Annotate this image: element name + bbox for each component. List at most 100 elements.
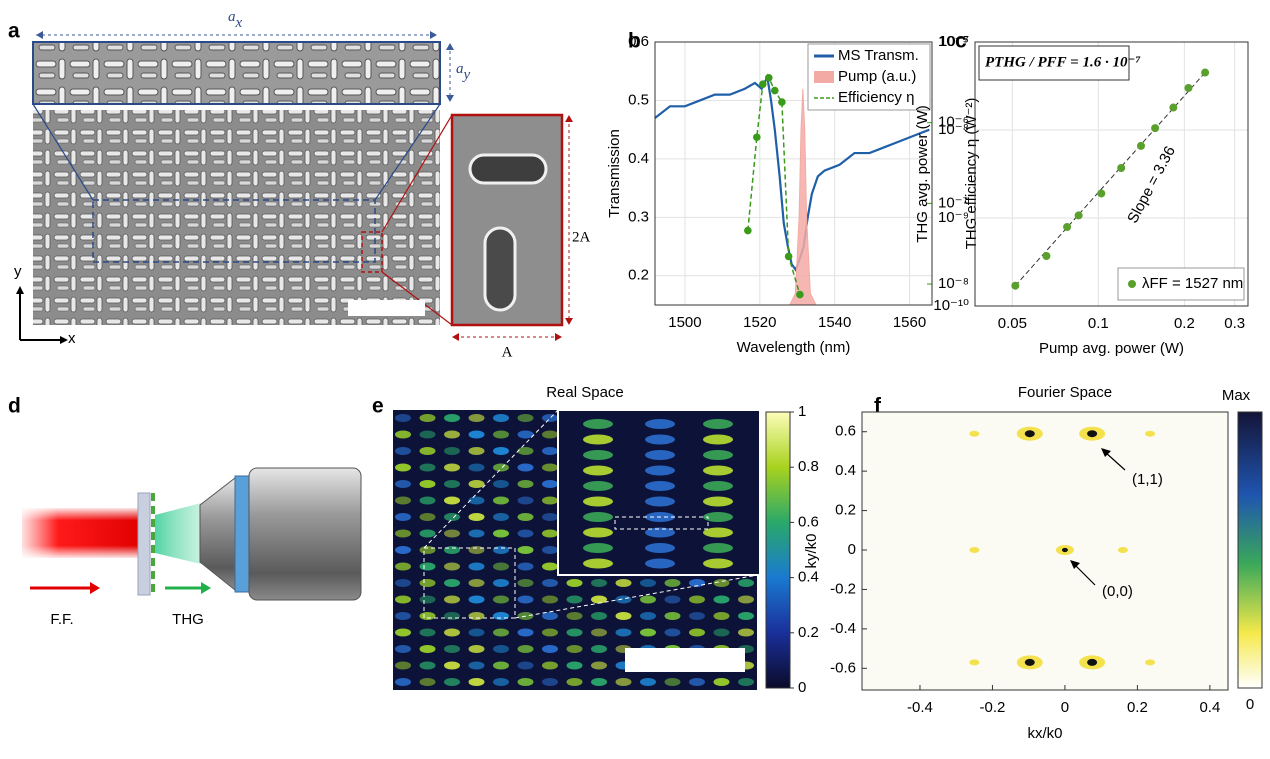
intensity-spot bbox=[591, 595, 607, 604]
intensity-spot bbox=[395, 414, 411, 422]
intensity-spot bbox=[419, 612, 436, 620]
intensity-spot bbox=[542, 579, 558, 587]
intensity-spot bbox=[395, 529, 411, 538]
intensity-spot bbox=[517, 480, 534, 488]
intensity-spot bbox=[468, 595, 485, 604]
intensity-spot bbox=[493, 414, 509, 422]
intensity-spot bbox=[444, 529, 460, 538]
arrowheads bbox=[446, 43, 454, 102]
intensity-spot bbox=[419, 529, 436, 538]
intensity-spot bbox=[395, 513, 411, 521]
inset-spot bbox=[703, 512, 733, 522]
intensity-spot bbox=[444, 661, 460, 670]
intensity-spot bbox=[517, 678, 534, 686]
intensity-spot bbox=[468, 546, 485, 554]
inset-spot bbox=[583, 434, 613, 445]
y-axis-label: ky/k0 bbox=[803, 533, 820, 568]
intensity-spot bbox=[493, 595, 509, 604]
y-tick-label: 0.5 bbox=[628, 91, 649, 108]
intensity-spot bbox=[591, 579, 607, 587]
intensity-spot bbox=[542, 562, 558, 571]
intensity-spot bbox=[395, 430, 411, 439]
intensity-spot bbox=[517, 562, 534, 571]
intensity-spot bbox=[566, 645, 583, 653]
efficiency-point bbox=[770, 86, 779, 95]
intensity-spot bbox=[395, 661, 411, 670]
intensity-spot bbox=[444, 595, 460, 604]
arrowhead bbox=[1101, 448, 1111, 457]
slope-label: Slope = 3.36 bbox=[1124, 143, 1179, 226]
panel-label: b bbox=[628, 30, 641, 53]
legend-box bbox=[1117, 267, 1245, 301]
efficiency-line bbox=[747, 76, 801, 295]
inset-spot bbox=[583, 481, 613, 491]
y-tick-label: 10⁻⁹ bbox=[938, 209, 969, 226]
inset-spot bbox=[703, 496, 733, 507]
intensity-spot bbox=[591, 645, 607, 653]
legend-swatch bbox=[814, 71, 834, 83]
intensity-spot bbox=[468, 447, 485, 455]
intensity-spot bbox=[517, 414, 534, 422]
intensity-spot bbox=[640, 678, 656, 686]
peak-halo bbox=[969, 430, 980, 437]
zoom-line bbox=[374, 103, 441, 201]
y-tick-label: 0.2 bbox=[628, 267, 649, 284]
intensity-spot bbox=[395, 612, 411, 620]
intensity-spot bbox=[468, 579, 485, 587]
colorbar-tick-label: 0.4 bbox=[798, 569, 819, 586]
annotation-arrow bbox=[1104, 451, 1126, 471]
intensity-spot bbox=[615, 612, 632, 620]
axis-x-label: x bbox=[68, 330, 76, 347]
zoom-line bbox=[381, 271, 453, 326]
intensity-spot bbox=[517, 645, 534, 653]
peak-halo bbox=[969, 547, 980, 554]
intensity-spot bbox=[493, 612, 509, 620]
power-point bbox=[1136, 141, 1145, 150]
efficiency-point bbox=[778, 98, 786, 106]
intensity-spot bbox=[664, 579, 681, 587]
intensity-spot bbox=[468, 480, 485, 488]
intensity-spot bbox=[493, 430, 509, 439]
peak-halo bbox=[1145, 659, 1156, 666]
intensity-spot bbox=[738, 612, 754, 620]
intensity-spot bbox=[664, 678, 681, 686]
inset-spot bbox=[583, 558, 613, 569]
intensity-spot bbox=[395, 678, 411, 686]
panel-label: e bbox=[372, 395, 384, 418]
objective-body bbox=[248, 467, 362, 601]
map-title: Fourier Space bbox=[1018, 384, 1112, 401]
intensity-spot bbox=[468, 496, 485, 505]
inset-spot bbox=[703, 543, 733, 553]
intensity-spot bbox=[542, 595, 558, 604]
intensity-spot bbox=[419, 661, 436, 670]
x-tick-label: 1520 bbox=[743, 314, 776, 331]
scale-bar bbox=[625, 648, 745, 672]
intensity-spot bbox=[591, 628, 607, 637]
y2-tick-label: 10⁻⁷ bbox=[938, 194, 968, 211]
intensity-spot bbox=[419, 496, 436, 505]
intensity-spot bbox=[493, 480, 509, 488]
rod bbox=[483, 226, 517, 312]
y-axis-label: Transmission bbox=[606, 129, 623, 218]
colorbar-min: 0 bbox=[1246, 696, 1254, 713]
efficiency-point bbox=[753, 133, 761, 142]
peak-halo bbox=[1117, 547, 1128, 554]
zoom-line bbox=[514, 574, 759, 619]
x-tick-label: 0.3 bbox=[1224, 315, 1245, 332]
intensity-spot bbox=[468, 645, 485, 653]
intensity-spot bbox=[419, 579, 436, 587]
intensity-spot bbox=[493, 628, 509, 637]
intensity-spot bbox=[689, 595, 705, 604]
peak-core bbox=[1061, 547, 1068, 553]
intensity-spot bbox=[444, 678, 460, 686]
intensity-spot bbox=[566, 595, 583, 604]
inset-spot bbox=[645, 434, 675, 445]
x-tick-label: 1500 bbox=[668, 314, 701, 331]
power-point bbox=[1117, 163, 1126, 172]
objective-nose bbox=[199, 476, 236, 592]
intensity-spot bbox=[468, 513, 485, 521]
zoom-line bbox=[381, 114, 453, 233]
intensity-spot bbox=[444, 579, 460, 587]
y2-tick-label: 10⁻⁵ bbox=[938, 33, 969, 50]
